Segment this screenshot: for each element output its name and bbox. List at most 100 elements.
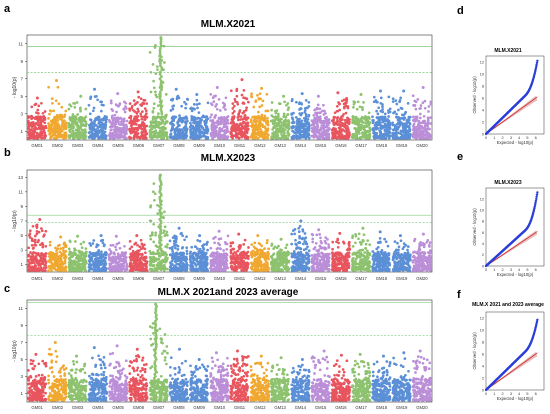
snp-point bbox=[40, 229, 44, 233]
snp-point bbox=[337, 102, 341, 106]
snp-point bbox=[109, 129, 113, 132]
snp-point bbox=[83, 256, 86, 260]
snp-point bbox=[59, 257, 63, 261]
snp-point bbox=[327, 134, 331, 138]
snp-point bbox=[37, 238, 40, 242]
snp-point bbox=[394, 99, 398, 102]
snp-point bbox=[78, 136, 82, 140]
snp-point bbox=[283, 124, 286, 127]
snp-point bbox=[133, 115, 137, 119]
snp-point bbox=[360, 123, 363, 127]
snp-point bbox=[249, 118, 253, 122]
snp-point bbox=[130, 245, 134, 249]
snp-point bbox=[101, 124, 105, 128]
snp-point bbox=[399, 129, 403, 133]
snp-point bbox=[171, 98, 174, 102]
snp-point bbox=[42, 253, 46, 256]
snp-point bbox=[175, 268, 178, 272]
snp-point bbox=[84, 107, 88, 111]
snp-point bbox=[100, 117, 104, 121]
snp-point bbox=[231, 112, 235, 115]
chromosome-gm17 bbox=[350, 93, 372, 140]
snp-point bbox=[250, 92, 253, 96]
snp-point bbox=[218, 109, 222, 112]
snp-point bbox=[204, 128, 207, 132]
snp-point bbox=[253, 126, 256, 130]
snp-point bbox=[72, 126, 75, 130]
snp-point bbox=[286, 124, 289, 127]
snp-point bbox=[63, 245, 67, 248]
snp-point bbox=[246, 135, 250, 139]
snp-point bbox=[44, 261, 48, 265]
snp-point bbox=[361, 134, 365, 137]
snp-point bbox=[344, 101, 348, 105]
snp-point bbox=[148, 125, 152, 129]
snp-point bbox=[74, 248, 77, 252]
snp-point bbox=[56, 119, 60, 122]
snp-point bbox=[157, 257, 161, 261]
snp-point bbox=[152, 118, 155, 121]
x-tick-label: GM05 bbox=[112, 143, 124, 148]
snp-peak-point bbox=[55, 79, 58, 82]
snp-point bbox=[272, 126, 275, 129]
snp-point bbox=[160, 260, 164, 264]
snp-point bbox=[354, 130, 358, 134]
snp-point bbox=[311, 130, 315, 134]
snp-point bbox=[399, 96, 403, 100]
snp-point bbox=[91, 260, 95, 263]
snp-point bbox=[26, 258, 30, 262]
snp-point bbox=[84, 115, 88, 119]
snp-point bbox=[112, 259, 116, 263]
snp-point bbox=[213, 135, 216, 139]
snp-point bbox=[108, 125, 112, 129]
snp-point bbox=[387, 115, 390, 118]
snp-point bbox=[184, 115, 187, 119]
snp-point bbox=[378, 136, 382, 139]
snp-point bbox=[179, 259, 183, 263]
snp-point bbox=[162, 44, 166, 48]
snp-point bbox=[108, 252, 112, 256]
snp-point bbox=[133, 103, 137, 106]
snp-point bbox=[79, 118, 82, 122]
snp-point bbox=[47, 85, 50, 89]
y-tick-label: 3 bbox=[20, 111, 23, 116]
snp-peak-point bbox=[195, 93, 199, 96]
chromosome-gm09 bbox=[188, 234, 210, 272]
snp-point bbox=[154, 259, 158, 263]
snp-point bbox=[139, 112, 143, 116]
snp-point bbox=[183, 125, 187, 129]
plot-frame bbox=[26, 169, 433, 273]
snp-point bbox=[392, 136, 396, 140]
snp-point bbox=[164, 93, 168, 96]
snp-point bbox=[399, 106, 403, 110]
snp-point bbox=[139, 135, 143, 138]
snp-point bbox=[26, 268, 30, 272]
snp-point bbox=[137, 95, 141, 99]
snp-point bbox=[111, 269, 115, 272]
x-tick-label: GM08 bbox=[173, 143, 185, 148]
snp-point bbox=[424, 129, 428, 133]
snp-point bbox=[252, 105, 256, 109]
snp-point bbox=[280, 127, 284, 131]
snp-point bbox=[163, 225, 167, 229]
snp-point bbox=[93, 95, 97, 98]
snp-point bbox=[84, 134, 88, 138]
snp-point bbox=[265, 129, 269, 133]
snp-point bbox=[258, 105, 262, 109]
snp-point bbox=[111, 243, 115, 247]
snp-point bbox=[79, 242, 83, 246]
snp-point bbox=[412, 119, 416, 123]
snp-point bbox=[109, 259, 113, 262]
snp-point bbox=[244, 125, 248, 129]
snp-point bbox=[136, 136, 140, 139]
snp-point bbox=[157, 120, 160, 124]
snp-point bbox=[290, 125, 293, 129]
x-tick-label: GM12 bbox=[254, 143, 266, 148]
snp-point bbox=[356, 100, 360, 104]
chromosome-gm13 bbox=[269, 94, 291, 140]
snp-point bbox=[123, 133, 127, 136]
snp-point bbox=[258, 92, 262, 96]
snp-point bbox=[150, 232, 154, 235]
snp-point bbox=[171, 125, 174, 129]
